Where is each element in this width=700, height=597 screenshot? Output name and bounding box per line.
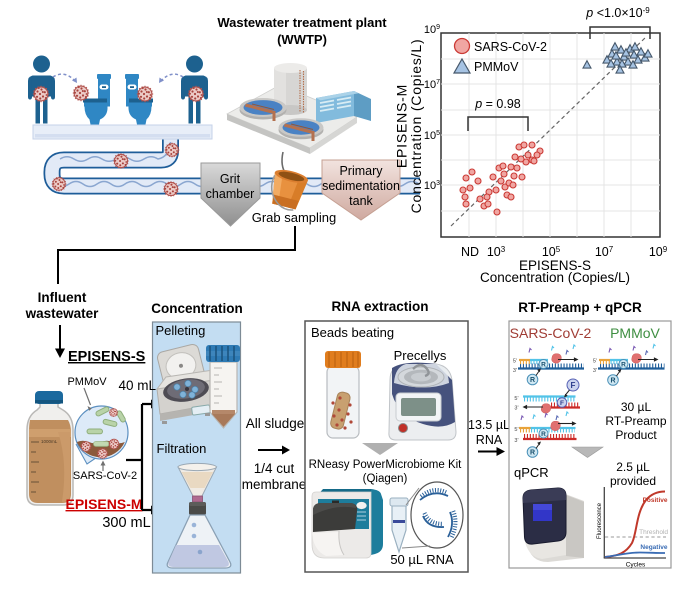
svg-text:50 µL RNA: 50 µL RNA [390, 552, 454, 567]
svg-text:qPCR: qPCR [514, 465, 549, 480]
svg-text:RNeasy PowerMicrobiome Kit: RNeasy PowerMicrobiome Kit [309, 459, 463, 471]
svg-text:RNA extraction: RNA extraction [331, 299, 428, 314]
svg-text:40 mL: 40 mL [118, 378, 156, 393]
svg-text:30 µL: 30 µL [621, 400, 652, 414]
svg-text:membrane: membrane [242, 477, 307, 492]
svg-text:Primary: Primary [339, 164, 383, 178]
svg-text:R: R [530, 450, 535, 457]
svg-text:EPISENS-M: EPISENS-M [394, 84, 410, 168]
svg-text:5': 5' [514, 396, 518, 402]
svg-text:Negative: Negative [640, 544, 667, 551]
svg-text:Concentration (Copies/L): Concentration (Copies/L) [408, 39, 424, 214]
svg-text:ND: ND [461, 245, 479, 259]
svg-text:107: 107 [424, 79, 440, 91]
svg-text:Positive: Positive [643, 497, 668, 504]
svg-text:EPISENS-S: EPISENS-S [519, 258, 591, 273]
svg-text:SARS-CoV-2: SARS-CoV-2 [474, 40, 547, 54]
svg-text:1/4 cut: 1/4 cut [254, 461, 295, 476]
svg-text:5': 5' [514, 427, 518, 433]
svg-text:F: F [560, 400, 564, 407]
svg-text:Influent: Influent [38, 290, 87, 305]
svg-text:SARS-CoV-2: SARS-CoV-2 [510, 325, 592, 341]
svg-text:wastewater: wastewater [25, 306, 100, 321]
svg-text:Concentration: Concentration [151, 301, 243, 316]
svg-text:Beads beating: Beads beating [311, 325, 394, 340]
svg-text:300 mL: 300 mL [102, 515, 150, 531]
svg-text:chamber: chamber [206, 187, 255, 201]
svg-text:3': 3' [593, 368, 597, 374]
svg-text:PMMoV: PMMoV [474, 60, 519, 74]
svg-text:R: R [610, 378, 615, 385]
svg-text:tank: tank [349, 194, 373, 208]
svg-text:109: 109 [424, 24, 440, 36]
svg-text:Filtration: Filtration [157, 441, 207, 456]
svg-text:EPISENS-M: EPISENS-M [66, 496, 143, 512]
svg-text:R: R [530, 377, 535, 384]
svg-text:Threshold: Threshold [639, 529, 668, 536]
svg-text:RT-Preamp + qPCR: RT-Preamp + qPCR [518, 300, 642, 315]
svg-text:R: R [621, 361, 626, 368]
svg-text:5': 5' [593, 359, 597, 365]
svg-text:2.5 µL: 2.5 µL [616, 460, 650, 474]
svg-text:Cycles: Cycles [626, 562, 646, 569]
svg-text:Product: Product [615, 428, 657, 442]
svg-text:Precellys: Precellys [394, 348, 447, 363]
svg-text:13.5 µL: 13.5 µL [468, 418, 510, 432]
svg-text:provided: provided [610, 474, 656, 488]
svg-text:Pelleting: Pelleting [156, 323, 206, 338]
svg-text:p <1.0×10-9: p <1.0×10-9 [585, 6, 650, 20]
svg-text:3': 3' [514, 438, 518, 444]
svg-text:3': 3' [514, 406, 518, 412]
svg-text:R: R [541, 431, 546, 438]
svg-text:1000mL: 1000mL [41, 439, 58, 444]
svg-text:R: R [541, 361, 546, 368]
svg-text:Grit: Grit [220, 172, 241, 186]
svg-text:RNA: RNA [476, 433, 503, 447]
svg-text:p = 0.98: p = 0.98 [474, 97, 521, 111]
svg-text:F: F [571, 381, 576, 390]
svg-text:Wastewater treatment plant: Wastewater treatment plant [217, 15, 387, 30]
svg-text:sedimentation: sedimentation [322, 179, 400, 193]
svg-text:SARS-CoV-2: SARS-CoV-2 [73, 470, 137, 482]
svg-text:5': 5' [513, 359, 517, 365]
svg-text:PMMoV: PMMoV [610, 325, 660, 341]
svg-text:RT-Preamp: RT-Preamp [605, 414, 666, 428]
svg-text:3': 3' [513, 368, 517, 374]
svg-text:Fluorescence: Fluorescence [597, 502, 603, 539]
svg-text:105: 105 [424, 130, 440, 142]
svg-text:103: 103 [424, 180, 440, 192]
svg-text:PMMoV: PMMoV [67, 376, 107, 388]
svg-text:EPISENS-S: EPISENS-S [68, 349, 146, 365]
svg-text:(Qiagen): (Qiagen) [363, 473, 408, 485]
svg-text:(WWTP): (WWTP) [277, 32, 327, 47]
svg-text:Grab sampling: Grab sampling [252, 210, 337, 225]
svg-text:All sludge: All sludge [246, 416, 305, 431]
svg-text:Concentration (Copies/L): Concentration (Copies/L) [480, 270, 630, 285]
